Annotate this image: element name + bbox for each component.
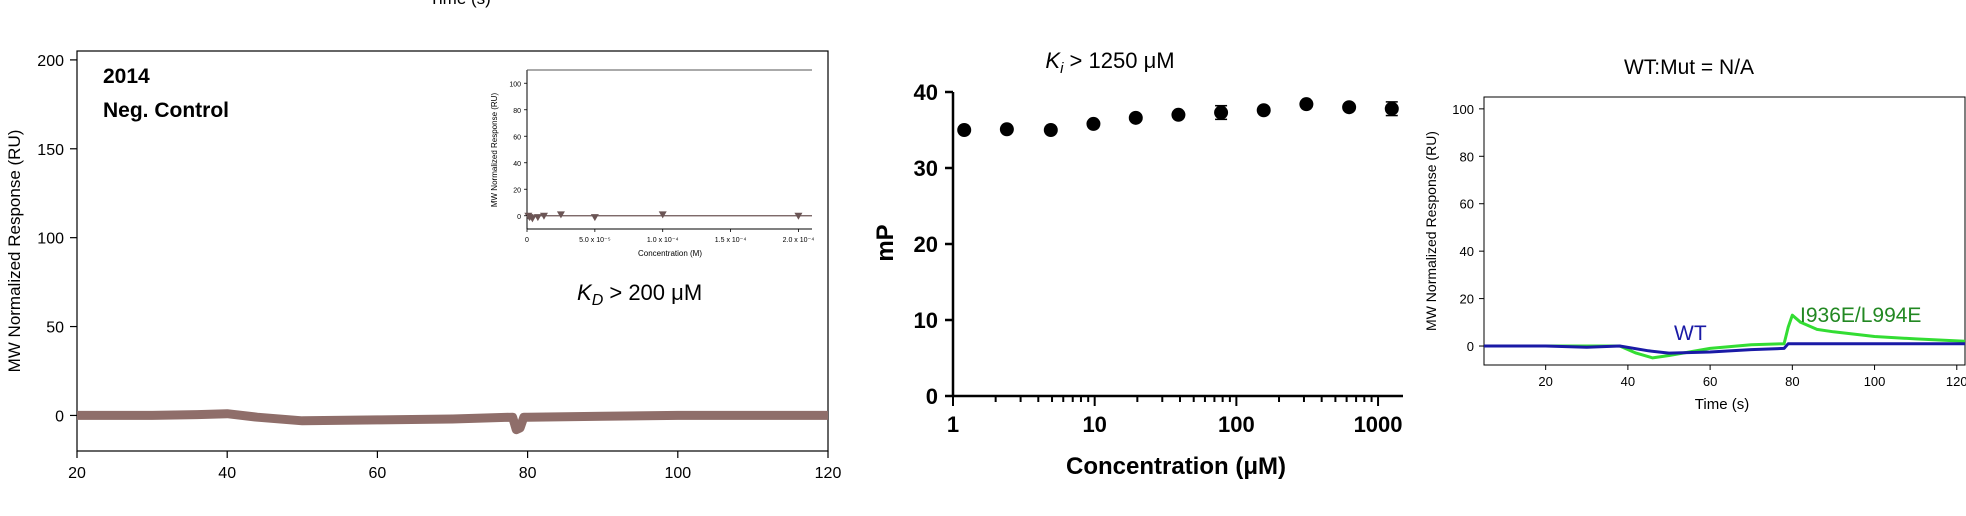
inset-xtick-label: 1.0 x 10⁻⁴	[647, 237, 679, 244]
inset-data-point	[556, 211, 565, 219]
p2-title-subscript: i	[1060, 60, 1064, 77]
p2-title-rest: > 1250 μM	[1063, 48, 1174, 73]
p1-xtick-label: 40	[218, 465, 236, 482]
p1-kd-subscript: D	[592, 292, 604, 309]
inset-data-point	[658, 211, 667, 219]
p3-series-wt-trace	[1484, 342, 1965, 355]
p1-xtick-label: 120	[815, 465, 842, 482]
p1-ytick-label: 50	[46, 320, 64, 337]
p2-data-point	[1384, 101, 1399, 116]
p1-xtick-label: 60	[369, 465, 387, 482]
p3-ytick-label: 100	[1452, 102, 1474, 117]
inset-ytick-label: 100	[509, 81, 521, 88]
p3-ytick-label: 80	[1460, 149, 1474, 164]
inset-xtick-label: 1.5 x 10⁻⁴	[715, 237, 747, 244]
p3-plot-frame	[1483, 96, 1966, 366]
inset-data-point	[539, 212, 548, 220]
p2-xtick-label: 10	[1082, 412, 1106, 437]
p1-sensorgram-trace	[77, 409, 828, 435]
p1-y-axis-label: MW Normalized Response (RU)	[5, 130, 24, 373]
p1-inset: 0 20 40 60 80 100 0 5.0 x 10⁻⁵ 1.0 x 10⁻⁴ 1.5 x …	[490, 69, 815, 258]
p2-xtick-label: 100	[1218, 412, 1255, 437]
inset-ytick-label: 40	[513, 161, 521, 168]
p3-xtick-label: 120	[1946, 374, 1966, 389]
p2-ytick-label: 40	[914, 80, 938, 105]
inset-ytick-label: 0	[517, 214, 521, 221]
p3-xtick-label: 80	[1785, 374, 1799, 389]
p1-annotation-label: Neg. Control	[103, 99, 229, 122]
p2-y-axis-label: mP	[872, 224, 899, 261]
p3-ytick-label: 40	[1460, 244, 1474, 259]
p2-data-point	[1043, 123, 1058, 137]
p2-data-point	[1342, 100, 1357, 115]
p3-label-mutant: I936E/L994E	[1800, 304, 1921, 327]
p1-kd-annotation: KD > 200 μM	[577, 280, 702, 309]
p1-ytick-label: 0	[55, 408, 64, 425]
p1-annotation-year: 2014	[103, 65, 150, 88]
inset-data-point	[590, 214, 599, 222]
p1-kd-symbol: K	[577, 280, 593, 305]
p3-y-axis-label: MW Normalized Response (RU)	[1423, 131, 1439, 331]
p3-x-axis-label: Time (s)	[1695, 396, 1749, 413]
panel-wt-mut: WT:Mut = N/A 0 20 40 60 80 100 20 40 60 80 100 120…	[1423, 56, 1966, 413]
p2-data-point	[1299, 97, 1314, 112]
p2-x-axis-label: Concentration (μM)	[1066, 453, 1286, 480]
p1-ytick-label: 100	[37, 231, 64, 248]
p2-xtick-label: 1000	[1354, 412, 1403, 437]
p2-xtick-label: 1	[947, 412, 959, 437]
p2-ytick-label: 10	[914, 308, 938, 333]
p2-data-point	[957, 123, 972, 137]
p3-label-wt: WT	[1674, 322, 1707, 345]
p3-xtick-label: 20	[1538, 374, 1552, 389]
inset-xtick-label: 5.0 x 10⁻⁵	[579, 237, 611, 244]
cropped-axis-label: Time (s)	[429, 0, 491, 8]
p3-ytick-label: 60	[1460, 197, 1474, 212]
p1-ytick-label: 150	[37, 142, 64, 159]
inset-data-point	[794, 212, 803, 220]
inset-ytick-label: 60	[513, 134, 521, 141]
p1-ytick-label: 200	[37, 53, 64, 70]
p2-data-point	[999, 122, 1014, 137]
p3-ytick-label: 20	[1460, 292, 1474, 307]
inset-ytick-label: 80	[513, 108, 521, 115]
inset-data-point	[533, 214, 542, 222]
p1-xtick-label: 100	[664, 465, 691, 482]
inset-data-point	[528, 215, 537, 223]
p3-xtick-label: 100	[1864, 374, 1886, 389]
inset-x-axis-label: Concentration (M)	[638, 249, 702, 258]
p2-ytick-label: 0	[926, 384, 938, 409]
inset-y-axis-label: MW Normalized Response (RU)	[490, 93, 499, 208]
p2-data-point	[1171, 107, 1186, 122]
p3-xtick-label: 40	[1621, 374, 1635, 389]
p2-title: Ki > 1250 μM	[1045, 48, 1174, 77]
p3-ytick-label: 0	[1467, 339, 1474, 354]
inset-xtick-label: 2.0 x 10⁻⁴	[783, 237, 815, 244]
inset-xtick-label: 0	[525, 237, 529, 244]
p1-xtick-label: 20	[68, 465, 86, 482]
p3-xtick-label: 60	[1703, 374, 1717, 389]
p1-kd-rest: > 200 μM	[603, 280, 702, 305]
panel-fp-competition: Ki > 1250 μM 0 10 20 30 40 1 10 100 1000 mP Con…	[872, 48, 1403, 480]
p2-data-point	[1128, 110, 1143, 125]
p2-data-point	[1086, 116, 1101, 131]
p2-title-symbol: K	[1045, 48, 1061, 73]
p2-ytick-label: 20	[914, 232, 938, 257]
p1-plot-frame	[76, 50, 829, 452]
inset-ytick-label: 20	[513, 187, 521, 194]
p3-title: WT:Mut = N/A	[1624, 56, 1754, 79]
p2-ytick-label: 30	[914, 156, 938, 181]
p2-data-point	[1214, 105, 1229, 120]
p2-data-point	[1256, 103, 1271, 118]
p1-xtick-label: 80	[519, 465, 537, 482]
